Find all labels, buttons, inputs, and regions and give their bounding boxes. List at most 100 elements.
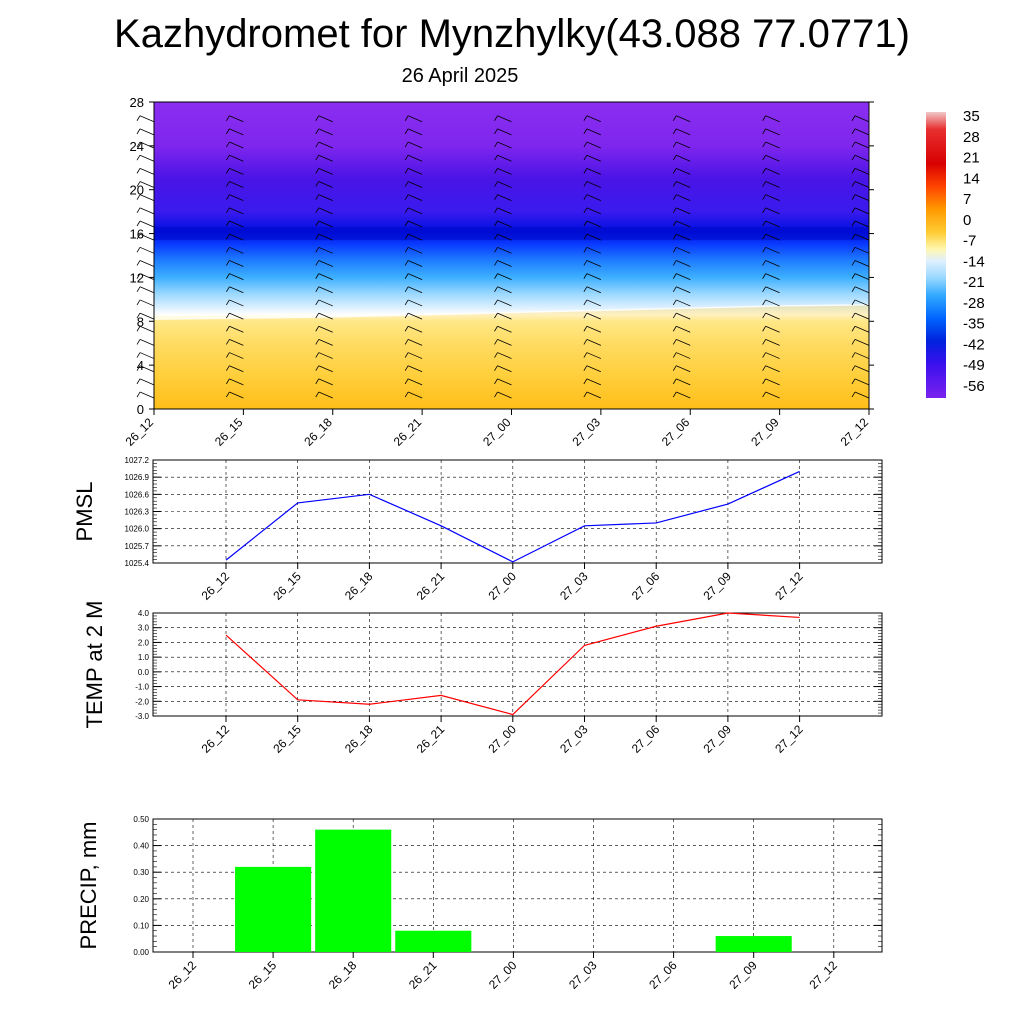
wind-barb-flag (315, 326, 320, 332)
wind-barb-flag (404, 391, 409, 398)
wind-barb-flag (583, 220, 588, 227)
wind-barb (407, 246, 423, 254)
wind-barb-flag (315, 168, 320, 174)
y-tick-label: 0.00 (133, 948, 149, 957)
wind-barb-flag (583, 115, 588, 121)
wind-barb-flag (672, 365, 677, 371)
wind-barb-flag (851, 286, 856, 292)
x-tick-label: 27_06 (659, 415, 693, 449)
wind-barb-flag (762, 128, 766, 135)
wind-barb-flag (404, 233, 409, 240)
wind-barb (139, 128, 155, 136)
wind-barb-flag (672, 312, 677, 319)
x-tick-label: 27_06 (629, 722, 663, 756)
y-axis-label: TEMP at 2 M (82, 601, 107, 729)
wind-barb (765, 154, 780, 162)
wind-barb-flag (404, 352, 409, 358)
wind-barb-flag (136, 365, 141, 371)
y-tick-label: 0.0 (138, 668, 150, 677)
wind-barb (318, 286, 333, 294)
wind-barb-flag (494, 141, 498, 148)
y-tick-label: 2.0 (138, 638, 150, 647)
wind-barb (586, 378, 602, 386)
wind-barb (854, 260, 870, 267)
wind-barb (854, 312, 870, 320)
wind-barb-flag (583, 233, 588, 240)
wind-barb (676, 273, 691, 280)
wind-barb-flag (404, 260, 409, 266)
wind-barb-flag (672, 220, 677, 227)
wind-barb (139, 312, 155, 320)
wind-barb (407, 325, 423, 333)
x-tick-label: 26_15 (246, 958, 280, 992)
wind-barb (854, 233, 870, 241)
x-tick-label: 27_12 (772, 722, 806, 756)
wind-barb (676, 115, 691, 123)
wind-barb-flag (226, 141, 230, 148)
wind-barb (676, 154, 691, 162)
y-tick-label: 1026.6 (125, 490, 150, 499)
x-tick-label: 27_03 (566, 958, 600, 992)
wind-barb (497, 325, 512, 333)
wind-barb-flag (136, 247, 141, 253)
wind-barb (586, 260, 602, 267)
wind-barb (854, 154, 870, 162)
wind-barb (229, 141, 244, 149)
wind-barb (497, 391, 512, 399)
wind-barb-flag (762, 326, 766, 332)
y-axis-label: PRECIP, mm (76, 822, 101, 950)
wind-barb (497, 273, 512, 280)
wind-barb (318, 115, 333, 123)
y-tick-label: 28 (130, 95, 144, 110)
wind-barb (229, 154, 244, 162)
warm-layer (154, 304, 869, 409)
wind-barb-flag (136, 339, 141, 345)
wind-barb (497, 154, 512, 162)
wind-barb-flag (762, 378, 766, 385)
wind-barb (139, 352, 155, 359)
wind-barb-flag (851, 326, 856, 332)
wind-barb (497, 220, 512, 228)
x-tick-label: 26_12 (166, 958, 200, 992)
wind-barb (765, 365, 780, 373)
wind-barb-flag (136, 352, 141, 358)
chart-subtitle: 26 April 2025 (401, 65, 519, 87)
heatmap-field (154, 102, 869, 409)
wind-barb (676, 141, 691, 149)
y-tick-label: 4 (137, 358, 144, 373)
x-tick-label: 26_15 (270, 569, 304, 603)
wind-barb-flag (404, 326, 409, 332)
wind-barb (407, 352, 423, 359)
y-tick-label: 1025.7 (125, 542, 150, 551)
wind-barb-flag (762, 299, 766, 306)
wind-barb (497, 339, 512, 346)
wind-barb (229, 312, 244, 320)
wind-barb (229, 233, 244, 241)
wind-barb-flag (494, 207, 498, 214)
wind-barb (318, 312, 333, 320)
wind-barb-flag (851, 207, 856, 214)
wind-barb (139, 273, 155, 280)
wind-barb (139, 141, 155, 149)
wind-barb-flag (762, 233, 766, 240)
wind-barb-flag (315, 220, 320, 227)
wind-barb (586, 233, 602, 241)
wind-barb-flag (851, 155, 856, 161)
wind-barb (497, 312, 512, 320)
wind-barb-flag (136, 128, 141, 135)
y-tick-label: 0.30 (133, 868, 149, 877)
wind-barb (407, 154, 423, 162)
precip-bar (395, 930, 472, 952)
wind-barb (676, 167, 691, 175)
wind-barb-flag (136, 312, 141, 319)
wind-barb-flag (851, 352, 856, 358)
wind-barb (765, 299, 780, 307)
wind-barb-flag (494, 378, 498, 385)
wind-barb-flag (136, 326, 141, 332)
wind-barb (765, 273, 780, 280)
wind-barb (765, 391, 780, 399)
x-tick-label: 27_09 (726, 958, 760, 992)
wind-barb-flag (851, 194, 856, 200)
y-tick-label: 3.0 (138, 624, 150, 633)
wind-barb-flag (851, 168, 856, 174)
